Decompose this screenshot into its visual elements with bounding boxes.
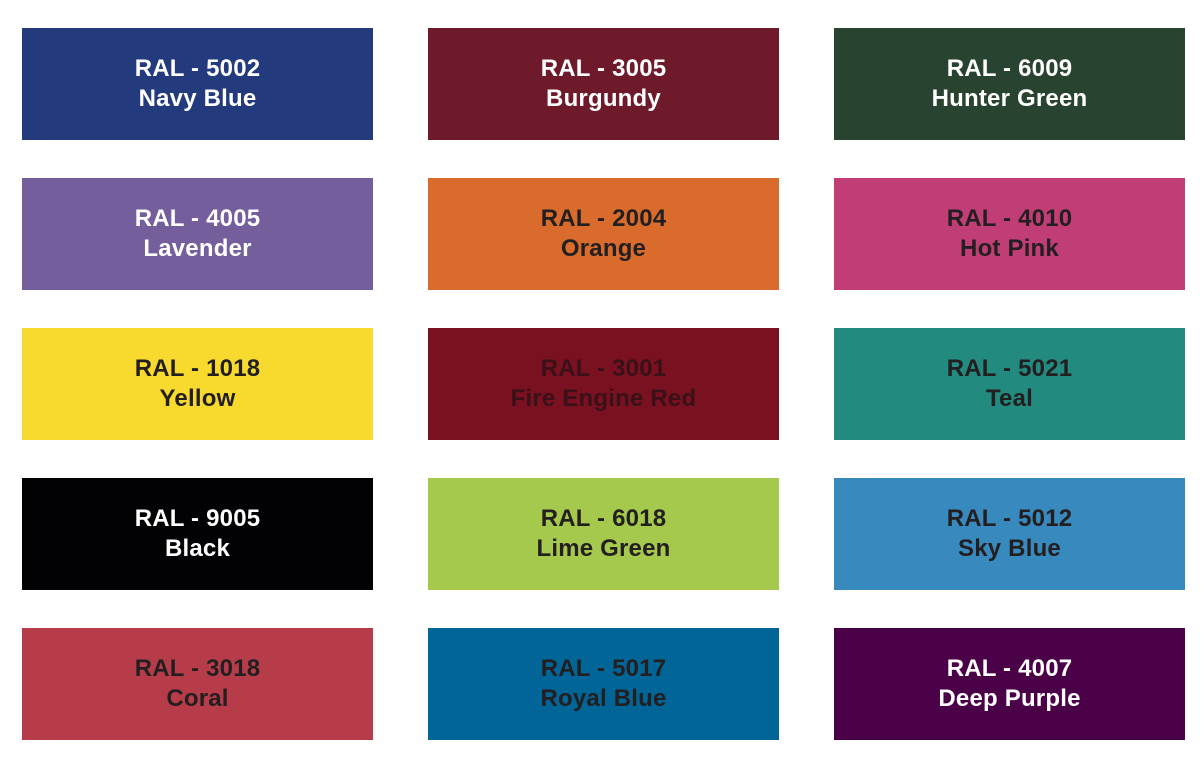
swatch-navy-blue: RAL - 5002 Navy Blue — [22, 28, 373, 140]
swatch-code: RAL - 5021 — [946, 355, 1073, 382]
swatch-code: RAL - 3005 — [540, 55, 667, 82]
swatch-name: Orange — [560, 235, 647, 262]
swatch-name: Royal Blue — [540, 685, 667, 712]
swatch-lavender: RAL - 4005 Lavender — [22, 178, 373, 290]
swatch-code: RAL - 2004 — [540, 205, 667, 232]
swatch-name: Black — [164, 535, 231, 562]
swatch-code: RAL - 6018 — [540, 505, 667, 532]
swatch-lime-green: RAL - 6018 Lime Green — [428, 478, 779, 590]
swatch-name: Sky Blue — [958, 535, 1061, 562]
swatch-name: Teal — [985, 385, 1034, 412]
swatch-name: Fire Engine Red — [510, 385, 697, 412]
swatch-burgundy: RAL - 3005 Burgundy — [428, 28, 779, 140]
swatch-royal-blue: RAL - 5017 Royal Blue — [428, 628, 779, 740]
swatch-code: RAL - 3018 — [134, 655, 261, 682]
swatch-coral: RAL - 3018 Coral — [22, 628, 373, 740]
swatch-code: RAL - 6009 — [946, 55, 1073, 82]
swatch-name: Hot Pink — [960, 235, 1059, 262]
swatch-name: Navy Blue — [138, 85, 257, 112]
swatch-orange: RAL - 2004 Orange — [428, 178, 779, 290]
swatch-teal: RAL - 5021 Teal — [834, 328, 1185, 440]
swatch-code: RAL - 4005 — [134, 205, 261, 232]
swatch-name: Coral — [166, 685, 229, 712]
swatch-name: Hunter Green — [931, 85, 1088, 112]
color-swatch-grid: RAL - 5002 Navy Blue RAL - 3005 Burgundy… — [22, 28, 1185, 740]
swatch-yellow: RAL - 1018 Yellow — [22, 328, 373, 440]
swatch-black: RAL - 9005 Black — [22, 478, 373, 590]
swatch-code: RAL - 1018 — [134, 355, 261, 382]
swatch-code: RAL - 5017 — [540, 655, 667, 682]
swatch-name: Yellow — [159, 385, 236, 412]
swatch-name: Burgundy — [546, 85, 661, 112]
swatch-hunter-green: RAL - 6009 Hunter Green — [834, 28, 1185, 140]
swatch-code: RAL - 5012 — [946, 505, 1073, 532]
swatch-name: Deep Purple — [938, 685, 1081, 712]
swatch-code: RAL - 4007 — [946, 655, 1073, 682]
swatch-sky-blue: RAL - 5012 Sky Blue — [834, 478, 1185, 590]
swatch-code: RAL - 4010 — [946, 205, 1073, 232]
swatch-hot-pink: RAL - 4010 Hot Pink — [834, 178, 1185, 290]
swatch-name: Lavender — [143, 235, 252, 262]
swatch-code: RAL - 3001 — [540, 355, 667, 382]
swatch-fire-engine-red: RAL - 3001 Fire Engine Red — [428, 328, 779, 440]
swatch-name: Lime Green — [536, 535, 671, 562]
swatch-code: RAL - 9005 — [134, 505, 261, 532]
swatch-code: RAL - 5002 — [134, 55, 261, 82]
swatch-deep-purple: RAL - 4007 Deep Purple — [834, 628, 1185, 740]
